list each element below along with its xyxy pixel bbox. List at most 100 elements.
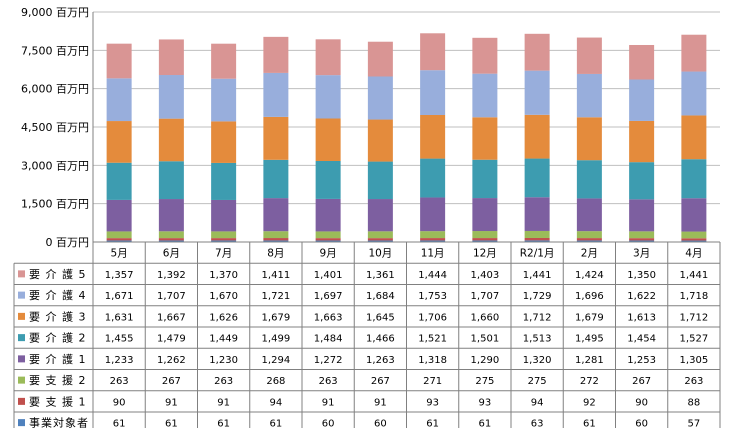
data-label: 1,521 <box>418 334 447 345</box>
data-label: 267 <box>371 376 390 387</box>
data-label: 1,305 <box>680 355 709 366</box>
bar-segment <box>211 43 237 79</box>
data-label: 1,444 <box>418 270 447 281</box>
bar-segment <box>106 162 132 200</box>
bar-segment <box>263 72 289 117</box>
bar-segment <box>315 238 341 241</box>
data-label: 267 <box>632 376 651 387</box>
bar-segment <box>367 231 393 239</box>
bar-segment <box>576 37 602 74</box>
data-label: 60 <box>374 419 387 428</box>
data-label: 1,622 <box>627 291 656 302</box>
data-label: 91 <box>322 397 335 408</box>
data-label: 1,667 <box>157 312 186 323</box>
bar-segment <box>629 231 655 239</box>
data-label: 1,233 <box>105 355 134 366</box>
data-label: 1,361 <box>366 270 395 281</box>
data-label: 1,370 <box>209 270 238 281</box>
data-label: 1,479 <box>157 334 186 345</box>
bar-segment <box>263 159 289 199</box>
category-label: 2月 <box>581 248 598 260</box>
bar-segment <box>420 70 446 115</box>
bar-segment <box>211 199 237 232</box>
data-label: 268 <box>266 376 285 387</box>
category-label: 10月 <box>368 248 392 260</box>
category-label: 3月 <box>633 248 650 260</box>
data-label: 91 <box>217 397 230 408</box>
y-tick-label: 0 百万円 <box>46 236 90 249</box>
bar-segment <box>106 231 132 239</box>
bar-segment <box>315 240 341 242</box>
data-label: 1,281 <box>575 355 604 366</box>
category-label: R2/1月 <box>520 248 555 260</box>
bar-segment <box>367 240 393 242</box>
bar-segment <box>681 198 707 232</box>
y-tick-label: 7,500 百万円 <box>21 44 89 57</box>
data-label: 1,712 <box>523 312 552 323</box>
data-label: 1,684 <box>366 291 395 302</box>
bar-segment <box>629 199 655 232</box>
legend-key <box>18 291 25 299</box>
bar-segment <box>576 231 602 239</box>
bar-segment <box>524 70 550 115</box>
data-label: 94 <box>270 397 283 408</box>
data-label: 1,613 <box>627 312 656 323</box>
data-label: 92 <box>583 397 596 408</box>
data-label: 271 <box>423 376 442 387</box>
data-label: 1,403 <box>471 270 500 281</box>
data-label: 1,696 <box>575 291 604 302</box>
data-label: 1,401 <box>314 270 343 281</box>
y-tick-label: 6,000 百万円 <box>21 83 89 96</box>
data-label: 93 <box>426 397 439 408</box>
bar-segment <box>576 73 602 118</box>
bar-segment <box>315 39 341 76</box>
bar-segment <box>158 161 184 200</box>
bar-segment <box>158 199 184 232</box>
data-label: 1,495 <box>575 334 604 345</box>
bar-segment <box>629 79 655 121</box>
data-label: 1,454 <box>627 334 656 345</box>
data-label: 1,626 <box>209 312 238 323</box>
bar-segment <box>211 162 237 200</box>
bar-segment <box>106 199 132 232</box>
bar-segment <box>472 159 498 199</box>
data-label: 1,466 <box>366 334 395 345</box>
data-label: 272 <box>580 376 599 387</box>
data-label: 61 <box>270 419 283 428</box>
data-label: 1,392 <box>157 270 186 281</box>
bar-segment <box>106 238 132 241</box>
category-label: 7月 <box>215 248 232 260</box>
bar-segment <box>315 198 341 232</box>
legend-label: 要 介 護 5 <box>29 267 87 281</box>
data-label: 1,707 <box>157 291 186 302</box>
bar-segment <box>315 118 341 161</box>
bar-segment <box>472 73 498 118</box>
data-label: 1,318 <box>418 355 447 366</box>
legend-key <box>18 355 25 363</box>
bar-segment <box>420 231 446 239</box>
legend-key <box>18 376 25 384</box>
data-label: 1,660 <box>471 312 500 323</box>
category-label: 12月 <box>473 248 497 260</box>
y-tick-label: 9,000 百万円 <box>21 6 89 19</box>
data-label: 61 <box>217 419 230 428</box>
bar-segment <box>106 121 132 163</box>
bar-segment <box>681 71 707 116</box>
data-label: 1,663 <box>314 312 343 323</box>
data-label: 1,671 <box>105 291 134 302</box>
data-label: 93 <box>479 397 492 408</box>
data-label: 1,411 <box>262 270 291 281</box>
bar-segment <box>681 238 707 241</box>
bar-segment <box>367 199 393 232</box>
data-label: 1,455 <box>105 334 134 345</box>
bar-segment <box>681 231 707 239</box>
bar-segment <box>472 238 498 241</box>
data-label: 1,679 <box>575 312 604 323</box>
bar-segment <box>472 240 498 242</box>
data-label: 263 <box>684 376 703 387</box>
data-label: 63 <box>531 419 544 428</box>
bar-segment <box>211 240 237 242</box>
bar-segment <box>315 231 341 239</box>
category-label: 11月 <box>421 248 445 260</box>
data-label: 263 <box>110 376 129 387</box>
